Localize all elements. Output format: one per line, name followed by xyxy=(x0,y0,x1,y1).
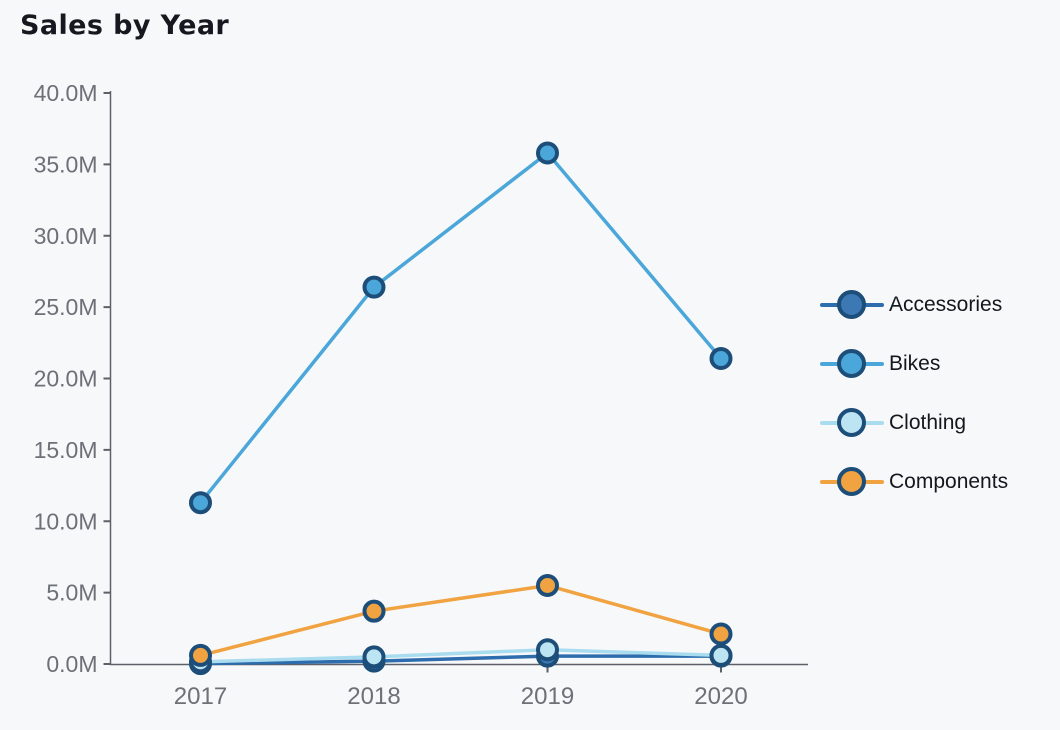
series-line-accessories xyxy=(198,654,723,666)
legend-label: Components xyxy=(889,470,1009,493)
legend-series-marker-icon xyxy=(820,467,884,497)
legend-item-components[interactable]: Components xyxy=(820,467,1008,497)
y-tick-label: 5.0M xyxy=(46,580,97,606)
legend-dot-swatch xyxy=(837,408,866,437)
x-tick-label: 2018 xyxy=(347,683,400,710)
legend-item-clothing[interactable]: Clothing xyxy=(820,408,1008,438)
legend-series-marker-icon xyxy=(820,408,884,438)
y-tick-label: 0.0M xyxy=(46,651,97,677)
legend-label: Accessories xyxy=(889,293,1003,316)
legend-label: Bikes xyxy=(889,352,941,375)
data-point-bikes-2017[interactable] xyxy=(189,491,212,515)
legend-series-marker-icon xyxy=(820,290,884,320)
legend-item-bikes[interactable]: Bikes xyxy=(820,349,1008,379)
y-tick-label: 10.0M xyxy=(34,508,98,534)
data-point-components-2017[interactable] xyxy=(189,643,212,667)
legend-dot-swatch xyxy=(837,290,866,319)
data-point-components-2018[interactable] xyxy=(362,599,386,623)
y-tick-label: 20.0M xyxy=(34,366,98,392)
legend-series-marker-icon xyxy=(820,349,884,379)
data-point-bikes-2018[interactable] xyxy=(362,275,386,299)
y-tick-label: 15.0M xyxy=(34,437,98,463)
legend: Accessories Bikes Clothing Components xyxy=(820,290,1008,497)
data-point-components-2019[interactable] xyxy=(536,573,559,597)
data-point-clothing-2019[interactable] xyxy=(536,638,559,662)
legend-item-accessories[interactable]: Accessories xyxy=(820,290,1008,320)
x-tick-label: 2017 xyxy=(174,683,227,710)
y-tick-label: 30.0M xyxy=(34,223,98,249)
y-tick-label: 25.0M xyxy=(34,294,98,320)
data-point-clothing-2018[interactable] xyxy=(362,645,386,669)
legend-dot-swatch xyxy=(837,349,866,378)
series-line-clothing xyxy=(198,647,723,664)
series-line-bikes xyxy=(198,151,723,505)
data-point-clothing-2020[interactable] xyxy=(709,643,733,667)
legend-label: Clothing xyxy=(889,411,967,434)
series-line-components xyxy=(198,583,723,658)
data-point-components-2020[interactable] xyxy=(709,622,733,646)
chart-title: Sales by Year xyxy=(20,10,230,41)
y-tick-label: 40.0M xyxy=(34,80,98,106)
x-tick-label: 2020 xyxy=(694,683,747,710)
data-point-bikes-2019[interactable] xyxy=(536,141,559,165)
data-point-bikes-2020[interactable] xyxy=(709,347,733,371)
legend-dot-swatch xyxy=(837,467,866,496)
x-tick-label: 2019 xyxy=(521,683,574,710)
y-tick-label: 35.0M xyxy=(34,151,98,177)
